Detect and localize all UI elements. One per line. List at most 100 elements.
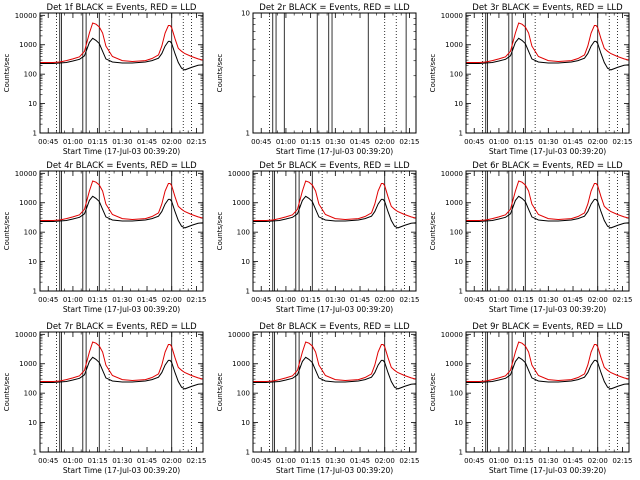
x-tick-label: 01:15 [301, 296, 321, 304]
plot-frame [252, 12, 417, 134]
x-tick-label: 00:45 [251, 296, 271, 304]
x-axis-label: Start Time (17-Jul-03 00:39:20) [63, 147, 180, 156]
x-tick-label: 02:00 [375, 296, 395, 304]
series-events-line [253, 195, 417, 229]
panel-title: Det 5r BLACK = Events, RED = LLD [259, 161, 410, 171]
x-tick-label: 01:45 [137, 457, 157, 465]
detector-panel-5: Det 5r BLACK = Events, RED = LLD Counts/s… [216, 161, 420, 314]
x-tick-label: 01:30 [112, 457, 132, 465]
x-tick-label: 02:00 [162, 138, 182, 146]
y-axis-label: Counts/sec [3, 373, 11, 412]
series-lld-line [466, 341, 630, 382]
detector-panel-7: Det 7r BLACK = Events, RED = LLD Counts/s… [3, 322, 207, 475]
x-axis-label: Start Time (17-Jul-03 00:39:20) [489, 466, 606, 475]
y-tick-label: 1 [33, 130, 37, 138]
y-tick-label: 10 [28, 258, 37, 266]
y-tick-label: 10 [454, 100, 463, 108]
x-tick-label: 01:30 [112, 296, 132, 304]
y-tick-label: 10 [454, 419, 463, 427]
x-tick-label: 01:00 [489, 457, 509, 465]
detector-panel-3: Det 3r BLACK = Events, RED = LLD Counts/s… [429, 3, 633, 156]
x-tick-label: 01:45 [137, 138, 157, 146]
x-tick-label: 01:00 [276, 138, 296, 146]
y-tick-label: 1000 [232, 199, 250, 207]
x-tick-label: 01:15 [88, 138, 108, 146]
x-tick-label: 00:45 [251, 138, 271, 146]
series-lld-line [466, 22, 630, 63]
panel-title: Det 4r BLACK = Events, RED = LLD [46, 161, 197, 171]
y-tick-label: 10 [241, 419, 250, 427]
x-tick-label: 01:15 [514, 138, 534, 146]
x-tick-label: 02:00 [588, 138, 608, 146]
y-tick-label: 1000 [232, 360, 250, 368]
series-lld-line [253, 180, 417, 221]
x-tick-label: 02:00 [162, 457, 182, 465]
series-lld-line [466, 180, 630, 221]
y-tick-label: 100 [450, 390, 463, 398]
y-tick-label: 10000 [441, 170, 463, 178]
panel-title: Det 6r BLACK = Events, RED = LLD [472, 161, 623, 171]
x-tick-label: 01:45 [563, 296, 583, 304]
x-tick-label: 00:45 [464, 457, 484, 465]
y-tick-label: 100 [24, 229, 37, 237]
x-tick-label: 01:45 [350, 138, 370, 146]
x-tick-label: 01:45 [563, 457, 583, 465]
x-tick-label: 02:15 [399, 457, 419, 465]
y-tick-label: 100 [450, 71, 463, 79]
detector-panel-4: Det 4r BLACK = Events, RED = LLD Counts/s… [3, 161, 207, 314]
x-tick-label: 01:30 [325, 296, 345, 304]
y-axis-label: Counts/sec [216, 373, 224, 412]
series-lld-line [253, 341, 417, 382]
y-tick-label: 1 [459, 449, 463, 457]
x-tick-label: 02:15 [186, 296, 206, 304]
x-tick-label: 01:45 [350, 457, 370, 465]
x-tick-label: 02:00 [588, 296, 608, 304]
x-tick-label: 02:15 [186, 457, 206, 465]
y-tick-label: 10000 [228, 331, 250, 339]
x-tick-label: 01:00 [276, 457, 296, 465]
y-tick-label: 1000 [19, 199, 37, 207]
x-tick-label: 02:15 [612, 457, 632, 465]
y-axis-label: Counts/sec [216, 54, 224, 93]
x-axis-label: Start Time (17-Jul-03 00:39:20) [63, 466, 180, 475]
y-tick-label: 1 [459, 288, 463, 296]
y-tick-label: 10 [28, 100, 37, 108]
x-tick-label: 02:00 [162, 296, 182, 304]
x-tick-label: 01:00 [63, 296, 83, 304]
y-tick-label: 100 [450, 229, 463, 237]
x-tick-label: 00:45 [38, 138, 58, 146]
x-tick-label: 01:30 [538, 457, 558, 465]
y-tick-label: 1 [246, 130, 250, 138]
x-tick-label: 00:45 [38, 296, 58, 304]
x-tick-label: 00:45 [251, 457, 271, 465]
y-tick-label: 100 [24, 390, 37, 398]
panel-title: Det 1f BLACK = Events, RED = LLD [47, 3, 197, 13]
detector-panel-1: Det 1f BLACK = Events, RED = LLD Counts/s… [3, 3, 207, 156]
x-tick-label: 01:15 [88, 296, 108, 304]
x-tick-label: 02:15 [612, 296, 632, 304]
y-tick-label: 1000 [19, 360, 37, 368]
x-tick-label: 01:00 [276, 296, 296, 304]
plot-frame [465, 331, 630, 453]
plot-frame [39, 170, 204, 292]
series-events-line [253, 356, 417, 390]
series-lld-line [40, 180, 204, 221]
y-tick-label: 1 [246, 449, 250, 457]
y-tick-label: 100 [24, 71, 37, 79]
y-tick-label: 100 [237, 229, 250, 237]
x-tick-label: 01:00 [63, 138, 83, 146]
x-tick-label: 01:30 [325, 138, 345, 146]
y-tick-label: 1 [459, 130, 463, 138]
panel-title: Det 2r BLACK = Events, RED = LLD [259, 3, 410, 13]
series-events-line [466, 195, 630, 229]
panel-title: Det 7r BLACK = Events, RED = LLD [46, 322, 197, 332]
x-tick-label: 01:30 [112, 138, 132, 146]
x-tick-label: 02:15 [612, 138, 632, 146]
y-tick-label: 10 [241, 10, 250, 18]
plot-frame [39, 331, 204, 453]
plot-frame [252, 170, 417, 292]
x-tick-label: 01:45 [563, 138, 583, 146]
plot-frame [252, 331, 417, 453]
y-tick-label: 10000 [441, 331, 463, 339]
